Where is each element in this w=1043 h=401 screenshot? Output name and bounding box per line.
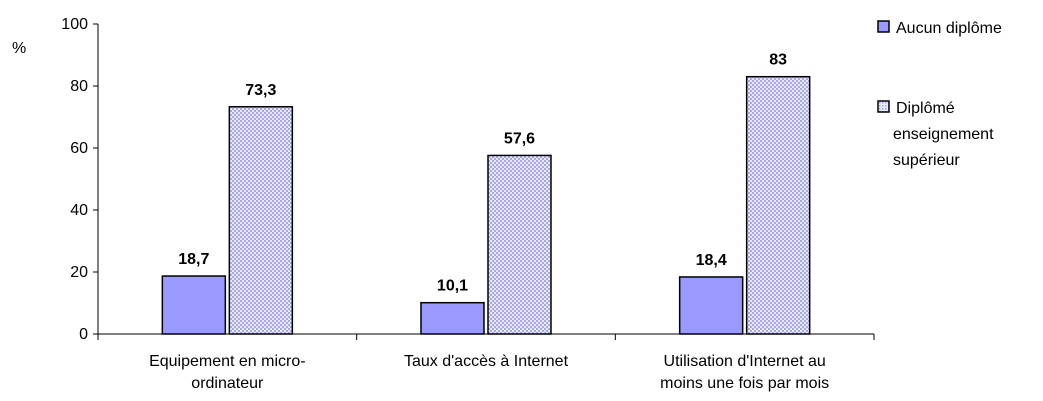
y-tick-label: 80 xyxy=(70,78,88,95)
y-tick-label: 40 xyxy=(70,202,88,219)
legend: Aucun diplôme Diplômé enseignement supérieu… xyxy=(877,20,1002,169)
bar-aucun-diplome xyxy=(678,276,744,335)
x-category-label: ordinateur xyxy=(191,375,264,392)
bar-aucun-diplome xyxy=(161,275,227,335)
legend-label: Aucun diplôme xyxy=(896,20,1002,37)
legend-swatch xyxy=(877,20,890,33)
data-label: 18,4 xyxy=(696,252,727,269)
bar-diplome-superieur xyxy=(487,154,552,335)
bar-diplome-superieur xyxy=(745,75,811,335)
legend-label: enseignement xyxy=(893,126,994,143)
x-category-label: Taux d'accès à Internet xyxy=(404,353,569,370)
y-tick-label: 60 xyxy=(70,140,88,157)
y-tick-label: 20 xyxy=(70,264,88,281)
x-category-label: moins une fois par mois xyxy=(660,375,829,392)
bars-group: 18,7 73,3 10,1 57,6 18,4 83 xyxy=(161,52,811,335)
legend-label: supérieur xyxy=(893,152,960,169)
data-label: 18,7 xyxy=(178,251,209,268)
legend-label: Diplômé xyxy=(896,100,955,117)
y-tick-label: 100 xyxy=(61,16,88,33)
data-label: 10,1 xyxy=(437,278,468,295)
y-tick-label: 0 xyxy=(79,326,88,343)
data-label: 57,6 xyxy=(504,130,535,147)
legend-swatch xyxy=(877,100,890,113)
bar-diplome-superieur xyxy=(228,106,294,335)
data-label: 73,3 xyxy=(245,82,276,99)
x-category-label: Utilisation d'Internet au xyxy=(664,353,826,370)
x-category-label: Equipement en micro- xyxy=(149,353,306,370)
y-axis-label: % xyxy=(12,40,26,57)
bar-aucun-diplome xyxy=(420,301,485,335)
data-label: 83 xyxy=(769,52,787,69)
axes: 0 20 40 60 80 100 Equipement en micro-ordinate… xyxy=(61,16,875,392)
